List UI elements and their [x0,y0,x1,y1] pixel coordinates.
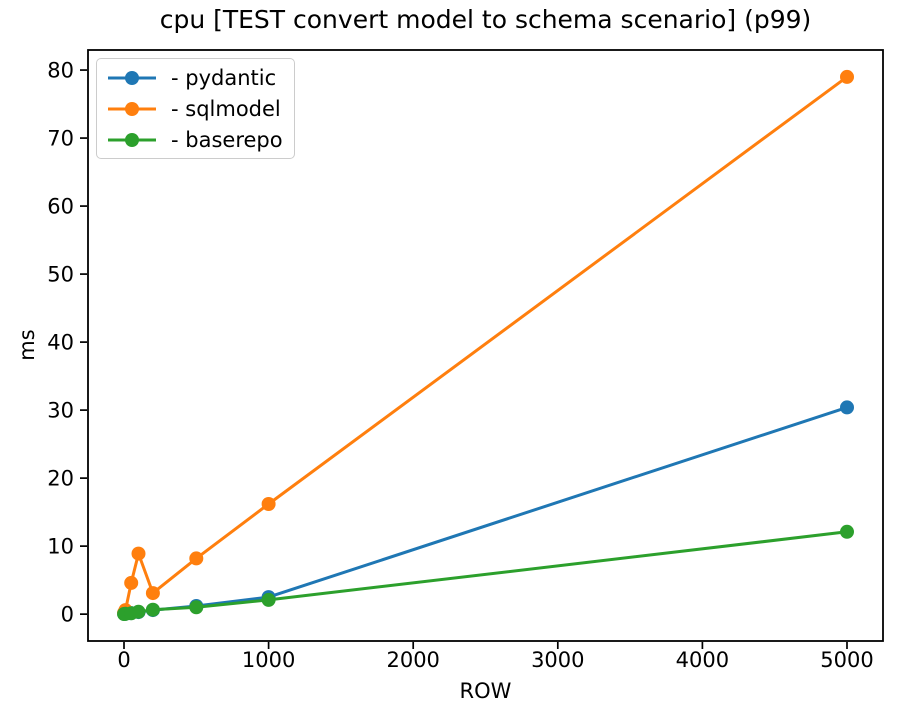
series-marker-sqlmodel [124,575,139,590]
y-tick-label: 20 [47,467,74,491]
series-marker-sqlmodel [840,69,854,84]
legend-label: - baserepo [171,127,283,152]
chart-title: cpu [TEST convert model to schema scenar… [159,5,812,34]
legend-line-marker-icon [108,70,156,85]
series-marker-sqlmodel [145,586,160,601]
y-tick-label: 40 [47,331,74,355]
series-marker-baserepo [145,602,160,617]
legend-label: - sqlmodel [171,96,281,121]
series-marker-baserepo [840,524,854,539]
x-tick-label: 5000 [820,648,873,672]
series-marker-baserepo [261,592,276,607]
y-tick-label: 50 [47,263,74,287]
y-tick-label: 0 [61,603,74,627]
y-tick-label: 10 [47,535,74,559]
y-axis-label: ms [15,329,39,361]
legend: - pydantic - sqlmodel - baserepo [96,58,295,159]
y-tick-label: 30 [47,399,74,423]
series-marker-pydantic [840,400,854,415]
legend-item-sqlmodel: - sqlmodel [107,93,283,124]
series-marker-sqlmodel [131,546,146,561]
y-tick-label: 80 [47,59,74,83]
series-marker-sqlmodel [189,551,204,566]
x-tick-label: 0 [117,648,130,672]
x-tick-label: 1000 [242,648,295,672]
x-tick-label: 2000 [386,648,439,672]
series-marker-sqlmodel [261,497,276,511]
y-tick-label: 60 [47,195,74,219]
legend-item-baserepo: - baserepo [107,124,283,155]
x-tick-label: 4000 [676,648,729,672]
series-marker-baserepo [131,604,146,619]
x-axis-label: ROW [459,679,512,703]
legend-label: - pydantic [171,65,277,90]
y-tick-label: 70 [47,127,74,151]
legend-item-pydantic: - pydantic [107,62,283,93]
legend-line-marker-icon [108,132,156,147]
legend-line-marker-icon [108,101,156,116]
series-marker-baserepo [189,600,204,615]
x-tick-label: 3000 [531,648,584,672]
